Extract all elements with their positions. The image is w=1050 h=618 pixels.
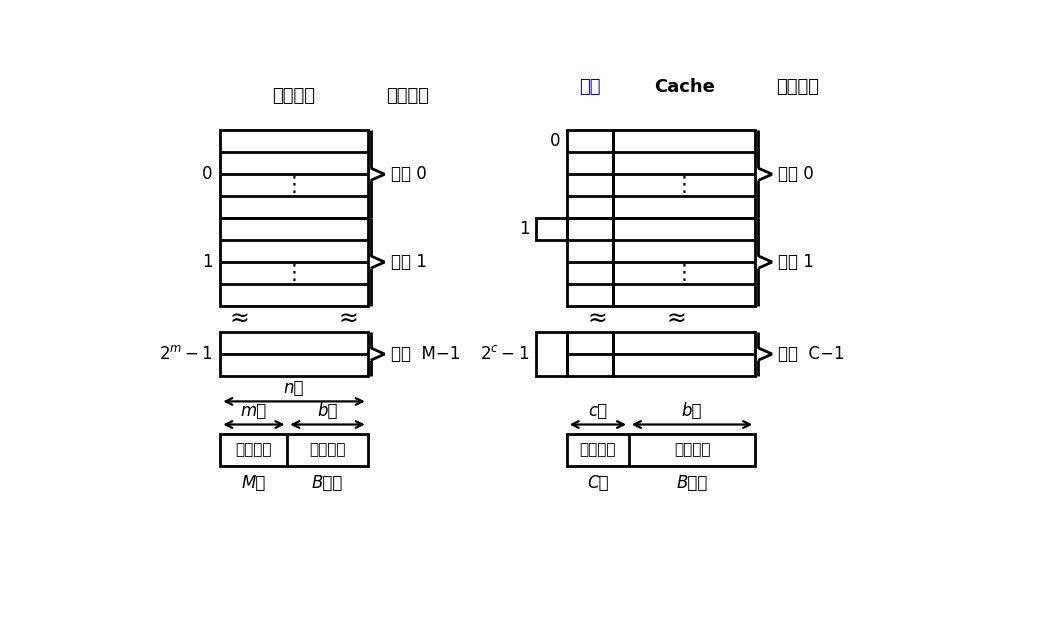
Bar [613,332,755,376]
Bar [567,130,613,218]
Text: 1: 1 [202,253,212,271]
Text: ≈: ≈ [667,307,687,331]
Text: b位: b位 [681,402,702,420]
Text: m位: m位 [240,402,267,420]
Bar [220,218,368,306]
Text: 0: 0 [202,165,212,184]
Bar [613,130,755,218]
Bar [567,332,613,376]
Text: 字块  C−1: 字块 C−1 [778,345,845,363]
Text: 块内地址: 块内地址 [674,442,710,457]
Text: c位: c位 [588,402,608,420]
Text: B个字: B个字 [312,474,343,492]
Text: 字块 0: 字块 0 [391,165,426,184]
Text: 主存块号: 主存块号 [386,87,429,104]
Text: ⋮: ⋮ [674,263,695,283]
Text: ≈: ≈ [588,307,608,331]
Text: Cache: Cache [654,78,715,96]
Bar [567,218,613,306]
Text: n位: n位 [284,379,304,397]
Text: $2^{c}-1$: $2^{c}-1$ [481,345,529,363]
Bar [567,434,755,466]
Text: 字块 0: 字块 0 [778,165,814,184]
Text: 字块 1: 字块 1 [778,253,814,271]
Text: $2^{m}-1$: $2^{m}-1$ [159,345,212,363]
Text: 缓存块号: 缓存块号 [776,78,819,96]
Text: ≈: ≈ [230,307,250,331]
Text: 块内地址: 块内地址 [310,442,345,457]
Text: ≈: ≈ [338,307,358,331]
Text: 1: 1 [519,220,529,238]
Text: ⋮: ⋮ [284,263,304,283]
Text: B个字: B个字 [676,474,708,492]
Text: 标记: 标记 [580,78,601,96]
Bar [220,130,368,218]
Text: 字块 1: 字块 1 [391,253,426,271]
Bar [613,218,755,306]
Text: M块: M块 [242,474,266,492]
Text: ⋮: ⋮ [674,176,695,195]
Bar [220,434,368,466]
Text: 字块  M−1: 字块 M−1 [391,345,460,363]
Text: 0: 0 [550,132,561,150]
Text: 主存储器: 主存储器 [273,87,315,104]
Text: 缓存块号: 缓存块号 [580,442,616,457]
Bar [220,332,368,376]
Bar [536,332,567,376]
Text: 主存块号: 主存块号 [235,442,272,457]
Text: C块: C块 [587,474,609,492]
Text: b位: b位 [317,402,338,420]
Text: ⋮: ⋮ [284,176,304,195]
Bar [536,218,567,240]
